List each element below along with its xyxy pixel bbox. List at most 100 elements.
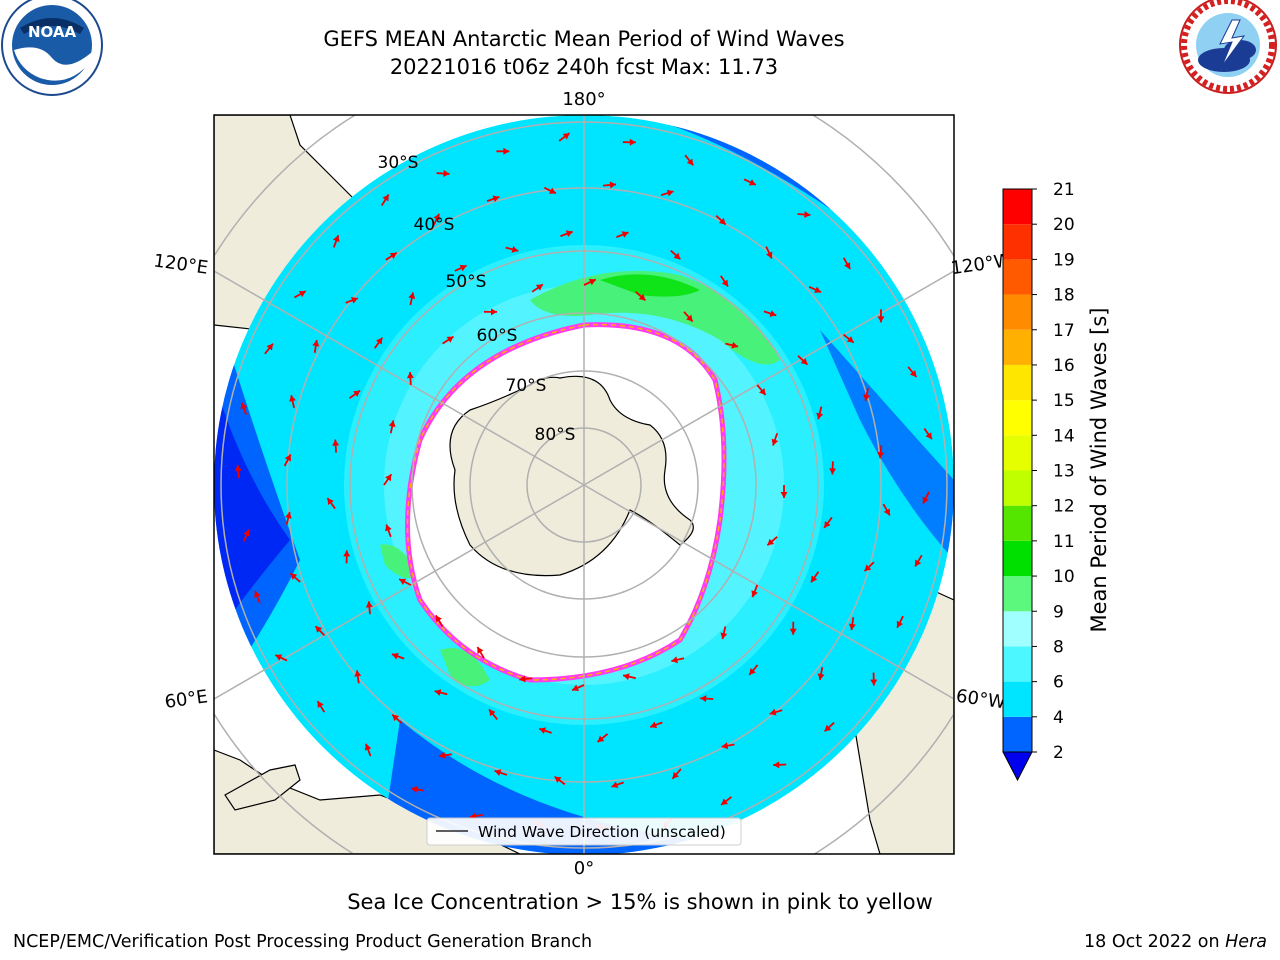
wind-arrow-head: [814, 286, 822, 293]
wind-arrow-head: [769, 708, 777, 716]
wind-arrow-head: [234, 465, 242, 472]
wind-arrow-head: [353, 390, 361, 397]
colorbar: 2 4 6 8 9 10 11 12 13 14 15 16 17 18 19 20 21: [1002, 180, 1075, 782]
wind-arrow-head: [769, 310, 777, 317]
wind-arrow-head: [511, 245, 519, 253]
wind-arrow-head: [811, 575, 818, 583]
colorbar-band: [1003, 224, 1032, 260]
colorbar-tick-label: 12: [1053, 497, 1075, 517]
colorbar-band: [1003, 435, 1032, 471]
colorbar-band: [1003, 470, 1032, 506]
wind-arrow-head: [863, 394, 871, 401]
wind-arrow-head: [672, 771, 680, 779]
land-madagascar: [224, 764, 301, 811]
wind-arrow-head: [411, 786, 418, 793]
wind-arrow-head: [846, 336, 854, 343]
colorbar-tick-label: 16: [1053, 356, 1075, 376]
lat-label-60s: 60°S: [477, 326, 518, 346]
wind-arrow-head: [759, 388, 766, 395]
wind-arrow-head: [435, 615, 442, 623]
wind-arrow-head: [364, 743, 372, 751]
wind-arrow-head: [399, 578, 407, 585]
wind-arrow-head: [503, 147, 510, 155]
colorbar-band: [1003, 646, 1032, 682]
wind-arrow-head: [391, 652, 399, 660]
wind-arrow-head: [266, 343, 273, 351]
colorbar-tick-label: 9: [1053, 602, 1064, 622]
wind-arrow-head: [375, 337, 383, 345]
colorbar-tick-label: 14: [1053, 426, 1075, 446]
wind-arrow-head: [731, 341, 739, 349]
colorbar-tick-label: 8: [1053, 637, 1064, 657]
colorbar-band: [1003, 540, 1032, 577]
wind-arrow-head: [749, 668, 756, 675]
noaa-logo: NOAA: [1, 0, 103, 96]
wind-arrow-head: [767, 538, 775, 546]
wind-arrow-head: [332, 235, 340, 243]
wind-arrow-head: [718, 217, 726, 225]
wind-arrow-head: [354, 670, 362, 677]
wind-arrow-head: [434, 689, 442, 696]
wind-arrow-head: [562, 133, 570, 140]
wind-arrow-head: [490, 308, 497, 316]
wind-arrow-head: [824, 724, 832, 732]
colorbar-tick-label: 4: [1053, 708, 1064, 728]
land-antarctica: [449, 375, 694, 577]
colorbar-band: [1003, 329, 1032, 365]
colorbar-tick-label: 13: [1053, 462, 1075, 482]
wind-arrow-head: [565, 230, 573, 237]
wind-arrow-head: [554, 776, 562, 783]
wind-arrow-head: [766, 251, 773, 259]
wind-arrow-head: [284, 454, 291, 462]
wind-arrow-head: [597, 735, 605, 743]
colorbar-band: [1003, 716, 1032, 752]
wind-arrow-head: [459, 264, 467, 272]
colorbar-tick-label: 11: [1053, 532, 1075, 552]
wind-arrow-head: [915, 559, 922, 567]
wind-arrow-head: [686, 158, 694, 166]
wind-arrow-head: [389, 252, 397, 259]
wind-arrow-head: [489, 709, 496, 717]
wind-arrow-head: [700, 695, 707, 703]
wind-arrow-head: [638, 293, 646, 301]
sea-ice-note: Sea Ice Concentration > 15% is shown in …: [347, 890, 933, 914]
wind-arrow-head: [751, 590, 758, 598]
colorbar-band: [1003, 576, 1032, 612]
wind-arrow-head: [829, 468, 837, 475]
wind-arrow-head: [623, 673, 630, 681]
issue-date: 18 Oct 2022 on Hera: [1084, 932, 1267, 952]
wind-arrow-head: [350, 297, 358, 304]
wind-arrow-head: [327, 498, 334, 505]
wind-arrow-head: [284, 512, 292, 519]
lon-label-60w: 60°W: [955, 686, 1007, 714]
wind-arrow-head: [477, 646, 484, 654]
colorbar-band: [1003, 400, 1032, 436]
wind-arrow-head: [443, 170, 450, 178]
wind-arrow-head: [549, 187, 556, 194]
colorbar-tick-label: 17: [1053, 321, 1075, 341]
wind-arrow-head: [275, 654, 283, 661]
wind-arrow-head: [385, 474, 392, 482]
colorbar-band: [1003, 681, 1032, 717]
lat-label-30s: 30°S: [378, 153, 419, 173]
credit-text: NCEP/EMC/Verification Post Processing Pr…: [13, 932, 593, 952]
wind-arrow-head: [572, 684, 580, 692]
lon-label-60e: 60°E: [163, 686, 209, 713]
graticule: [214, 115, 954, 854]
wind-arrow-head: [621, 231, 629, 238]
chart-subtitle: 20221016 t06z 240h fcst Max: 11.73: [389, 55, 779, 79]
colorbar-band: [1003, 259, 1032, 295]
wind-arrow-head: [438, 751, 446, 759]
wind-arrow-head: [289, 395, 296, 402]
wind-arrow-head: [243, 529, 250, 537]
colorbar-tick-label: 19: [1053, 250, 1075, 270]
colorbar-band: [1003, 189, 1032, 225]
lat-label-80s: 80°S: [535, 425, 576, 445]
wind-arrow-head: [650, 721, 658, 729]
wind-arrow-head: [392, 714, 400, 722]
wind-arrow-head: [883, 508, 890, 516]
wind-arrow-head: [609, 181, 617, 189]
wind-arrow-head: [629, 138, 636, 146]
lat-label-40s: 40°S: [414, 215, 455, 235]
